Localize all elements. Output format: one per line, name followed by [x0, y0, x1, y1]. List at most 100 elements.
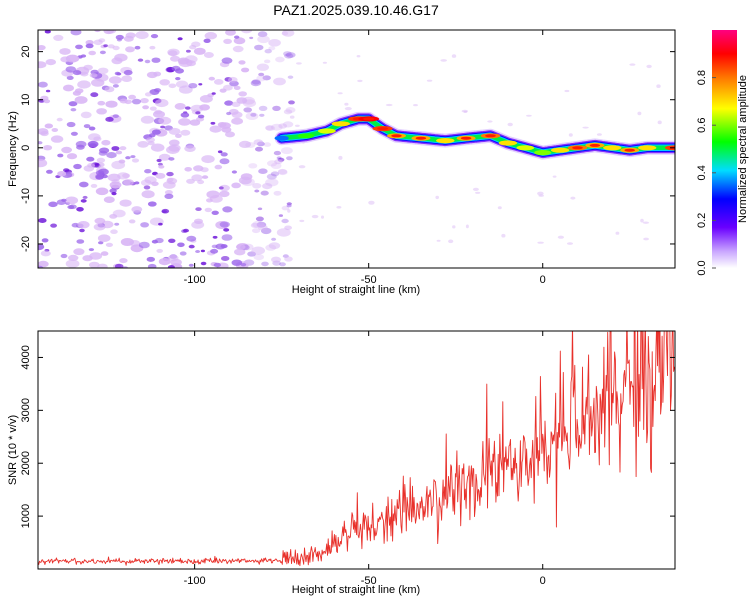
noise-blob: [76, 144, 85, 150]
noise-blob: [336, 206, 342, 209]
noise-blob: [250, 113, 257, 117]
noise-blob: [264, 49, 272, 54]
ridge-point: [534, 150, 552, 156]
noise-blob: [143, 185, 151, 190]
noise-blob: [93, 39, 103, 46]
noise-blob: [168, 83, 177, 89]
noise-blob: [277, 157, 285, 162]
y-tick-label: 0: [20, 145, 32, 151]
noise-blob: [188, 83, 198, 89]
noise-blob: [185, 106, 191, 110]
noise-blob: [289, 115, 295, 119]
noise-blob: [89, 73, 98, 78]
noise-blob: [61, 146, 72, 154]
noise-blob: [38, 81, 48, 88]
noise-blob: [144, 169, 152, 174]
noise-blob: [70, 131, 78, 136]
snr-y-ticks: 1000 2000 3000 4000: [20, 345, 675, 528]
noise-blob: [232, 45, 244, 53]
noise-blob: [130, 155, 136, 159]
noise-blob: [79, 228, 85, 233]
noise-blob: [637, 111, 642, 116]
ridge-point: [331, 121, 350, 127]
noise-blob: [266, 173, 277, 180]
noise-blob: [356, 55, 361, 58]
noise-blob: [97, 100, 106, 106]
noise-blob: [138, 241, 150, 249]
noise-blob: [200, 261, 207, 266]
ridge-peak: [624, 148, 635, 152]
x-tick-label: -100: [184, 575, 206, 587]
noise-blob: [287, 75, 294, 79]
noise-blob: [219, 158, 230, 165]
noise-blob: [175, 133, 182, 138]
ridge-point: [297, 133, 315, 139]
noise-blob: [38, 243, 45, 251]
noise-blob: [413, 104, 418, 107]
noise-blob: [111, 146, 120, 151]
noise-blob: [268, 39, 281, 47]
noise-blob: [221, 57, 233, 64]
noise-blob: [40, 250, 51, 257]
ridge-point: [550, 147, 570, 153]
noise-blob: [156, 158, 162, 163]
noise-blob: [90, 92, 99, 98]
noise-blob: [94, 163, 99, 166]
noise-blob: [643, 237, 649, 241]
noise-blob: [38, 61, 47, 69]
noise-blob: [537, 191, 544, 196]
noise-blob: [255, 146, 263, 152]
noise-blob: [65, 259, 80, 268]
colorbar: 0.0 0.2 0.4 0.6 0.8 Normalized spectral ampl…: [696, 30, 749, 276]
noise-blob: [158, 258, 171, 266]
noise-blob: [153, 71, 162, 77]
noise-blob: [82, 195, 88, 199]
noise-blob: [568, 133, 573, 137]
ridge-point: [638, 145, 657, 151]
noise-blob: [188, 244, 195, 249]
noise-blob: [284, 256, 293, 262]
y-tick-label: 2000: [20, 451, 32, 475]
noise-blob: [209, 195, 223, 203]
noise-blob: [231, 111, 243, 119]
noise-blob: [234, 35, 240, 39]
noise-blob: [109, 188, 117, 193]
noise-blob: [63, 168, 70, 173]
y-tick-label: 4000: [20, 345, 32, 369]
noise-blob: [65, 66, 77, 73]
noise-blob: [271, 123, 283, 131]
noise-blob: [465, 224, 469, 229]
noise-blob: [277, 169, 288, 176]
noise-blob: [475, 191, 481, 194]
noise-blob: [281, 218, 289, 224]
noise-blob: [119, 258, 128, 264]
noise-blob: [231, 117, 244, 125]
noise-blob: [277, 168, 288, 175]
noise-blob: [256, 221, 267, 228]
noise-blob: [93, 223, 106, 231]
noise-blob: [249, 36, 254, 40]
noise-blob: [50, 135, 64, 143]
noise-blob: [180, 112, 190, 118]
noise-blob: [88, 133, 101, 141]
noise-blob: [123, 69, 133, 76]
colorbar-tick-label: 0.4: [696, 165, 708, 180]
noise-blob: [184, 55, 198, 64]
noise-blob: [186, 178, 195, 184]
noise-blob: [213, 262, 221, 268]
noise-blob: [213, 79, 224, 85]
noise-blob: [257, 207, 263, 211]
noise-blob: [79, 181, 89, 188]
noise-blob: [131, 158, 140, 163]
noise-blob: [287, 209, 291, 213]
noise-blob: [167, 50, 178, 57]
noise-blob: [41, 238, 49, 243]
ridge-point: [516, 145, 535, 151]
noise-blob: [151, 129, 161, 135]
noise-blob: [278, 123, 288, 129]
noise-blob: [195, 111, 201, 115]
noise-blob: [112, 209, 126, 218]
noise-blob: [281, 31, 289, 36]
noise-blob: [582, 126, 589, 129]
